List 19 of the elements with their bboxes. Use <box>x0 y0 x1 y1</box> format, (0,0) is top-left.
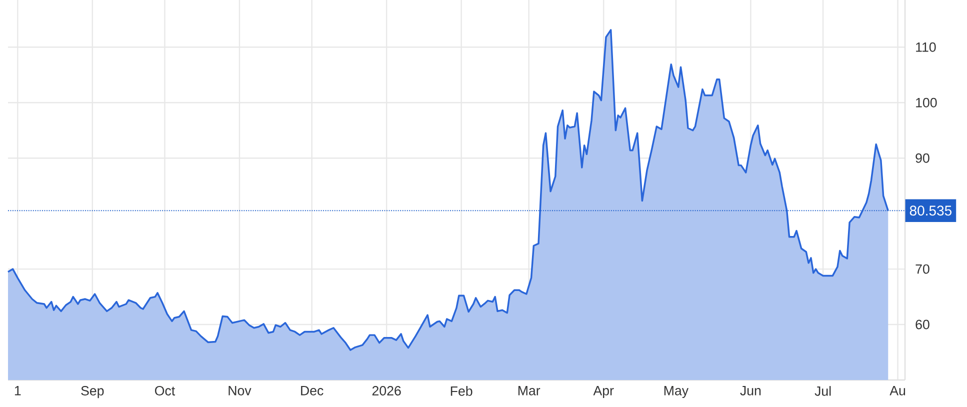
x-tick-label: Apr <box>593 386 614 398</box>
x-tick-label: Jul <box>814 386 831 396</box>
x-tick-label: Oct <box>154 386 176 396</box>
y-tick-label: 70 <box>916 264 930 274</box>
x-tick-label: Nov <box>228 386 252 396</box>
x-tick-label: Sep <box>81 386 104 398</box>
x-tick-label: Dec <box>301 386 324 396</box>
x-tick-label: Au <box>890 386 906 396</box>
y-tick-label: 100 <box>916 98 937 108</box>
x-tick-label: Mar <box>518 386 540 396</box>
y-tick-label: 60 <box>916 320 930 330</box>
ref-line-label: 80.535 <box>910 206 952 216</box>
y-tick-label: 90 <box>916 153 930 163</box>
x-tick-label: 2026 <box>372 386 401 396</box>
x-tick-label: Feb <box>450 386 472 396</box>
y-tick-label: 110 <box>916 42 936 52</box>
x-tick-label: Jun <box>740 386 761 396</box>
x-tick-label: May <box>664 386 689 398</box>
x-tick-label: 1 <box>14 386 21 396</box>
